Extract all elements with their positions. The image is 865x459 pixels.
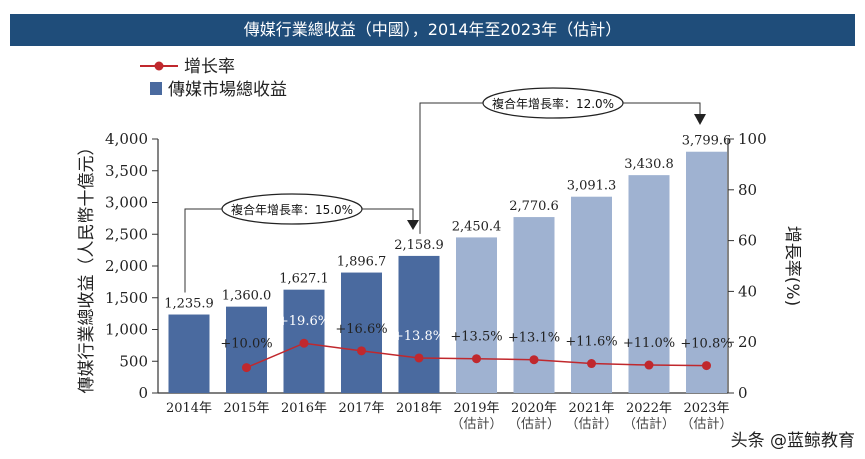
growth-label: +11.0% [623,336,675,351]
bar-value-label: 2,450.4 [452,219,502,234]
growth-point [702,361,711,371]
x-tick-note: （估計） [450,416,502,432]
growth-point [472,354,481,364]
left-tick-label: 4,000 [105,130,148,148]
left-tick-label: 3,500 [105,162,148,180]
x-tick-label: 2018年 [396,401,442,416]
y2-axis-label: 增長率(%) [782,226,802,306]
x-tick-label: 2017年 [338,401,384,416]
bar-value-label: 2,770.6 [509,199,559,214]
bar [456,237,497,393]
bar-value-label: 1,360.0 [222,289,272,304]
growth-label: +13.8% [393,329,445,344]
x-tick-label: 2021年 [568,401,614,416]
x-tick-note: （估計） [508,416,560,432]
legend-growth-label: 增长率 [184,57,235,77]
right-tick-label: 0 [738,384,748,402]
bar [398,255,440,393]
legend-bar-swatch [150,82,162,95]
x-tick-label: 2014年 [166,401,212,416]
right-tick-label: 60 [738,232,757,250]
bar [628,175,670,393]
left-tick-label: 500 [119,352,148,370]
watermark: 头条 @蓝鲸教育 [730,431,855,451]
arrow-down-icon [694,114,706,125]
cagr-ellipse [221,193,363,225]
left-tick-label: 3,000 [105,194,148,212]
y-axis-label: 傳媒行業總收益（人民幣十億元） [77,139,97,394]
bar [226,306,267,393]
cagr-label: 複合年增長率：15.0% [231,202,353,217]
growth-label: +13.1% [508,331,560,346]
right-tick-label: 100 [738,130,767,148]
left-tick-label: 2,500 [105,225,148,243]
growth-point [587,359,596,369]
x-tick-label: 2019年 [453,401,499,416]
growth-point [529,355,539,365]
x-tick-label: 2020年 [511,401,557,416]
x-tick-note: （估計） [623,416,675,432]
left-tick-label: 1,000 [105,321,148,339]
x-tick-note: （估計） [565,416,617,432]
x-tick-note: （估計） [680,416,732,432]
bar [341,272,382,393]
bar-value-label: 2,158.9 [394,238,444,253]
right-tick-label: 40 [738,282,757,300]
growth-point [414,353,424,363]
growth-label: +13.5% [450,330,502,345]
growth-point [299,338,309,348]
growth-label: +19.6% [278,314,330,329]
bar [168,314,210,393]
bar [686,151,727,393]
bar-value-label: 1,896.7 [337,255,387,270]
growth-label: +11.6% [565,335,617,350]
chart-title: 傳媒行業總收益（中國），2014年至2023年（估計） [10,14,855,46]
legend-line-marker [154,61,164,71]
left-tick-label: 0 [138,384,148,402]
right-tick-label: 80 [738,181,757,199]
x-tick-label: 2016年 [281,401,327,416]
bar-value-label: 1,235.9 [164,297,214,312]
left-tick-label: 1,500 [105,289,148,307]
growth-point [242,363,251,373]
bar-value-label: 3,091.3 [567,179,617,194]
right-tick-label: 20 [738,333,757,351]
cagr-ellipse [482,87,624,119]
growth-label: +10.8% [680,337,732,352]
bar-value-label: 1,627.1 [279,272,329,287]
arrow-down-icon [407,220,419,230]
growth-point [357,346,366,356]
bar [513,217,555,393]
x-tick-label: 2015年 [223,401,269,416]
growth-point [644,360,654,370]
bar-value-label: 3,430.8 [624,157,674,172]
legend-revenue-label: 傳媒市場總收益 [168,80,287,100]
left-tick-label: 2,000 [105,257,148,275]
cagr-label: 複合年增長率：12.0% [492,96,614,111]
growth-label: +10.0% [220,337,272,352]
x-tick-label: 2022年 [626,401,672,416]
bar-value-label: 3,799.6 [682,134,732,149]
growth-label: +16.6% [335,322,387,337]
x-tick-label: 2023年 [683,401,729,416]
